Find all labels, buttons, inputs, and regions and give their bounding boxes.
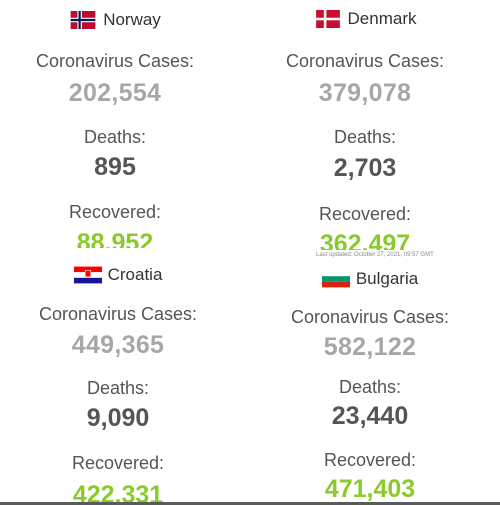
deaths-value: 23,440 (331, 402, 409, 430)
cases-value: 379,078 (318, 79, 412, 107)
norway-card: Norway Coronavirus Cases: 202,554 Deaths… (0, 0, 240, 255)
recovered-clip: 88,952 (0, 228, 240, 248)
cases-value: 582,122 (323, 333, 417, 361)
croatia-card: Croatia Coronavirus Cases: 449,365 Death… (0, 255, 243, 505)
country-name: Norway (103, 10, 161, 29)
cases-label: Coronavirus Cases: (290, 307, 450, 327)
recovered-value: 471,403 (324, 475, 416, 503)
country-header: Croatia (0, 265, 243, 285)
recovered-label: Recovered: (71, 453, 165, 473)
cases-value: 449,365 (71, 331, 165, 359)
norway-flag-icon (69, 11, 97, 29)
denmark-card: Denmark Coronavirus Cases: 379,078 Death… (240, 0, 490, 258)
bottom-divider (0, 502, 500, 505)
recovered-clip: 422,331 (0, 480, 243, 502)
cases-label: Coronavirus Cases: (285, 51, 445, 71)
country-header: Denmark (240, 9, 490, 29)
deaths-value: 2,703 (333, 154, 397, 182)
denmark-flag-icon (314, 10, 342, 28)
cases-label: Coronavirus Cases: (35, 51, 195, 71)
country-header: Bulgaria (245, 269, 495, 289)
deaths-value: 895 (94, 153, 136, 181)
deaths-label: Deaths: (86, 378, 150, 398)
recovered-value: 88,952 (76, 229, 154, 248)
recovered-clip: 362,497 (240, 229, 490, 250)
recovered-label: Recovered: (323, 450, 417, 470)
recovered-label: Recovered: (318, 204, 412, 224)
deaths-value: 9,090 (86, 404, 150, 432)
cases-value: 202,554 (68, 79, 162, 107)
recovered-value: 362,497 (319, 230, 411, 250)
country-name: Bulgaria (355, 269, 419, 288)
last-updated-note: Last updated: October 27, 2021, 09:57 GM… (316, 252, 434, 258)
deaths-label: Deaths: (83, 127, 147, 147)
country-header: Norway (0, 10, 240, 30)
croatia-flag-icon (73, 266, 102, 284)
recovered-label: Recovered: (68, 202, 162, 222)
cases-label: Coronavirus Cases: (38, 304, 198, 324)
country-name: Croatia (107, 265, 163, 284)
recovered-value: 422,331 (72, 481, 164, 502)
deaths-label: Deaths: (338, 377, 402, 397)
bulgaria-card: Bulgaria Coronavirus Cases: 582,122 Deat… (245, 255, 495, 505)
bulgaria-flag-icon (321, 270, 350, 288)
deaths-label: Deaths: (333, 127, 397, 147)
country-name: Denmark (347, 9, 417, 28)
